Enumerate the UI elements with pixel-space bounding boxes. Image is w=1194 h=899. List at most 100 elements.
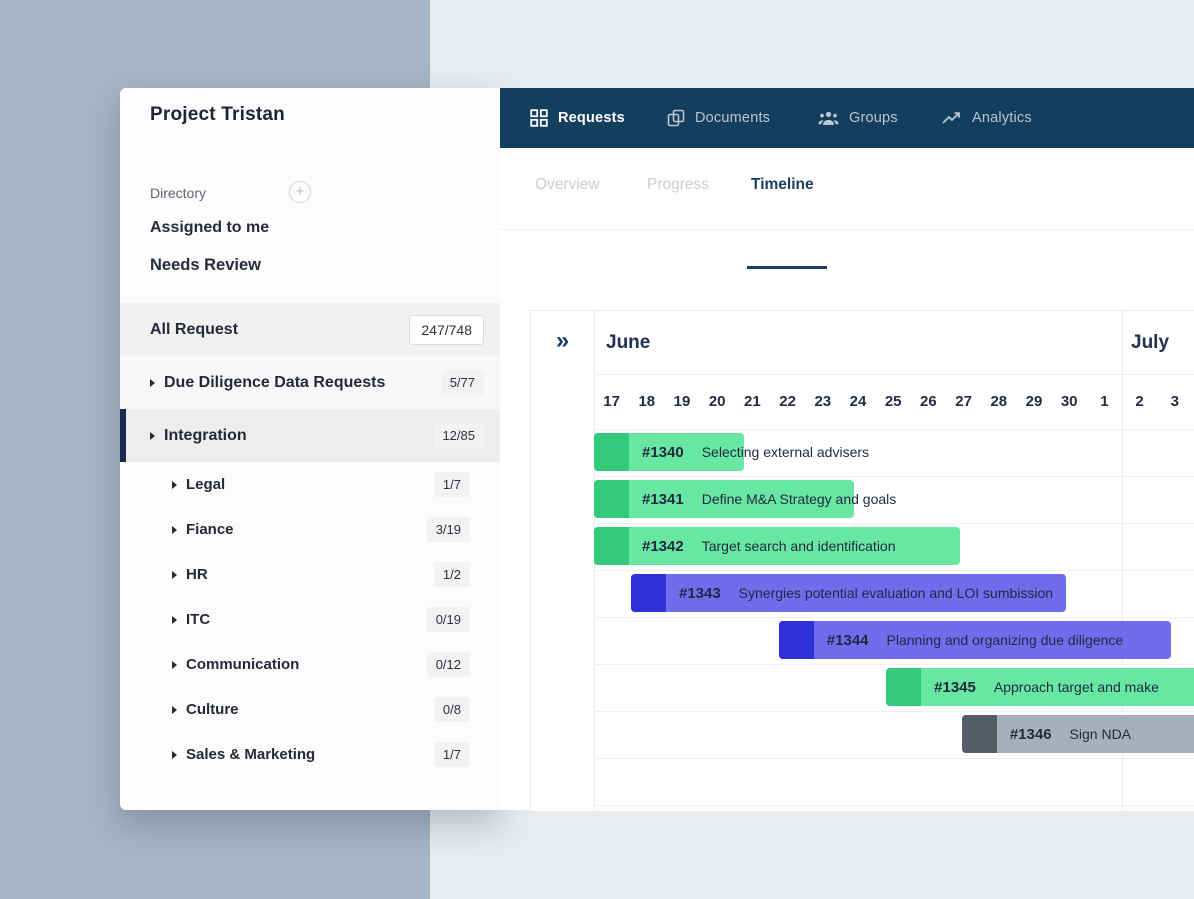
sidebar-item-label: Integration	[164, 426, 247, 444]
sidebar-item-label: Sales & Marketing	[186, 746, 316, 763]
task-title: Selecting external advisers	[701, 444, 870, 460]
count-badge: 12/85	[433, 423, 484, 448]
task-id: #1344	[826, 631, 869, 649]
row-border	[594, 570, 1194, 571]
chevron-right-icon	[172, 480, 177, 489]
day-label: 3	[1170, 393, 1179, 410]
task-bar-cap	[630, 574, 666, 612]
sidebar-item-integration[interactable]: Integration 12/85	[120, 409, 500, 462]
tab-overview[interactable]: Overview	[535, 176, 600, 193]
sidebar-item-all-request[interactable]: All Request 247/748	[120, 303, 500, 356]
day-label: 22	[779, 393, 796, 410]
task-bar-1343[interactable]: #1343 Synergies potential evaluation and …	[630, 574, 1066, 612]
chevron-right-icon	[150, 378, 155, 387]
task-bar-1344[interactable]: #1344 Planning and organizing due diligen…	[778, 621, 1172, 659]
chevron-right-icon	[172, 750, 177, 759]
chevron-right-icon	[172, 570, 177, 579]
day-header-border	[594, 429, 1194, 430]
day-label: 2	[1135, 393, 1144, 410]
sidebar: Project Tristan Directory + Assigned to …	[120, 88, 500, 810]
day-label: 20	[708, 393, 726, 410]
groups-icon	[818, 110, 839, 126]
task-title: Define M&A Strategy and goals	[701, 491, 897, 507]
task-id: #1341	[642, 490, 684, 508]
plus-circle-icon[interactable]: +	[289, 181, 311, 203]
sidebar-item-label: Due Diligence Data Requests	[164, 373, 386, 391]
count-badge: 1/7	[433, 472, 470, 497]
active-tab-underline	[747, 266, 827, 269]
sidebar-item-assigned-to-me[interactable]: Assigned to me	[150, 219, 270, 236]
day-label: 23	[814, 393, 832, 410]
sidebar-item-legal[interactable]: Legal 1/7	[120, 462, 500, 507]
row-border	[594, 711, 1194, 712]
task-title: Planning and organizing due diligence	[886, 632, 1124, 648]
directory-label: Directory	[150, 185, 207, 201]
sidebar-item-label: Communication	[186, 656, 300, 673]
sidebar-item-fiance[interactable]: Fiance 3/19	[120, 507, 500, 552]
day-label: 24	[849, 393, 867, 410]
count-badge: 3/19	[426, 517, 470, 542]
count-badge: 1/2	[433, 562, 470, 587]
nav-item-label: Documents	[695, 110, 771, 126]
chevron-right-icon	[172, 615, 177, 624]
sidebar-item-itc[interactable]: ITC 0/19	[120, 597, 500, 642]
month-divider	[1122, 311, 1123, 811]
task-id: #1345	[934, 678, 976, 696]
nav-item-requests[interactable]: Requests	[530, 88, 625, 148]
month-label-june: June	[606, 332, 651, 353]
task-id: #1340	[642, 443, 684, 461]
sidebar-item-communication[interactable]: Communication 0/12	[120, 642, 500, 687]
nav-item-analytics[interactable]: Analytics	[942, 88, 1032, 148]
analytics-icon	[942, 110, 962, 126]
month-header-border	[594, 374, 1194, 375]
sidebar-item-label: ITC	[186, 611, 211, 628]
row-border	[594, 523, 1194, 524]
task-id: #1346	[1009, 725, 1052, 743]
task-title: Target search and identification	[701, 538, 896, 554]
chevron-right-icon	[150, 431, 155, 440]
sidebar-item-needs-review[interactable]: Needs Review	[150, 256, 261, 274]
task-bar-cap	[594, 527, 629, 565]
task-bar-1341[interactable]: #1341 Define M&A Strategy and goals	[594, 480, 896, 518]
task-bar-1345[interactable]: #1345 Approach target and make	[886, 668, 1194, 706]
timeline-gantt: » June 17 18 19 20 21 22 23 24 25 26 27 28 29 30 1 July 2 3…	[530, 310, 1194, 811]
selected-indicator	[120, 409, 126, 462]
grid-icon	[530, 109, 548, 127]
count-badge: 0/19	[426, 607, 470, 632]
row-border	[594, 617, 1194, 618]
sidebar-item-culture[interactable]: Culture 0/8	[120, 687, 500, 732]
chevron-right-icon	[172, 705, 177, 714]
task-bar-1346[interactable]: #1346 Sign NDA	[961, 715, 1194, 753]
project-title: Project Tristan	[150, 104, 285, 125]
nav-item-label: Analytics	[972, 110, 1032, 126]
sidebar-item-hr[interactable]: HR 1/2	[120, 552, 500, 597]
task-title: Synergies potential evaluation and LOI s…	[738, 585, 1054, 601]
task-bar-1342[interactable]: #1342 Target search and identification	[594, 527, 961, 565]
task-bar-cap	[961, 715, 997, 753]
task-bar-cap	[594, 480, 629, 518]
nav-item-label: Requests	[558, 110, 625, 126]
tab-progress[interactable]: Progress	[647, 176, 710, 193]
task-bar-1340[interactable]: #1340 Selecting external advisers	[594, 433, 869, 471]
day-label: 25	[884, 393, 902, 410]
nav-item-groups[interactable]: Groups	[818, 88, 898, 148]
sidebar-item-label: Culture	[186, 701, 239, 718]
task-bar-cap	[594, 433, 629, 471]
day-label: 29	[1025, 393, 1043, 410]
sidebar-section-list: All Request 247/748 Due Diligence Data Req…	[120, 303, 500, 777]
day-label: 21	[744, 393, 761, 410]
sidebar-item-sales-marketing[interactable]: Sales & Marketing 1/7	[120, 732, 500, 777]
row-border	[594, 758, 1194, 759]
count-badge: 5/77	[440, 370, 484, 395]
tab-timeline[interactable]: Timeline	[751, 176, 814, 193]
nav-item-documents[interactable]: Documents	[667, 88, 770, 148]
count-badge: 1/7	[433, 742, 470, 767]
collapse-panel-button[interactable]: »	[555, 327, 570, 354]
sidebar-item-label: Legal	[186, 476, 226, 493]
day-label: 18	[638, 393, 656, 410]
sidebar-item-due-diligence-data-requests[interactable]: Due Diligence Data Requests 5/77	[120, 356, 500, 409]
row-border	[594, 664, 1194, 665]
day-label: 1	[1100, 393, 1109, 410]
sidebar-item-label: HR	[186, 566, 208, 583]
